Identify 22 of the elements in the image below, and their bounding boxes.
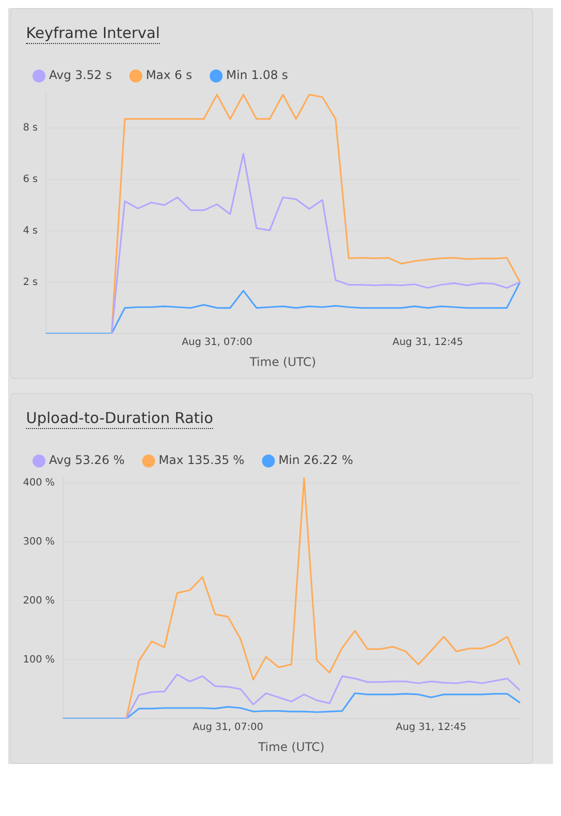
y-tick-label: 300 % [22, 536, 55, 548]
y-tick-label: 200 % [22, 595, 55, 606]
legend-label: Avg 53.26 % [49, 453, 125, 468]
y-tick-label: 4 s [22, 225, 38, 236]
x-tick-label: Aug 31, 07:00 [192, 722, 264, 734]
y-tick-label: 400 % [22, 477, 55, 488]
legend-label: Min 1.08 s [226, 68, 288, 82]
chart-title: Upload-to-Duration Ratio [26, 409, 214, 429]
y-tick-label: 8 s [22, 122, 38, 134]
x-tick-label: Aug 31, 12:45 [392, 337, 464, 348]
x-tick-label: Aug 31, 07:00 [182, 337, 252, 348]
chart-title: Keyframe Interval [26, 24, 160, 44]
y-tick-label: 6 s [22, 174, 38, 185]
y-tick-label: 100 % [22, 654, 55, 666]
legend-label: Avg 3.52 s [49, 68, 112, 82]
x-axis-title: Time (UTC) [248, 354, 316, 369]
legend-label: Min 26.22 % [278, 453, 354, 468]
x-axis-title: Time (UTC) [257, 740, 325, 754]
legend-label: Max 6 s [146, 68, 192, 82]
x-tick-label: Aug 31, 12:45 [396, 722, 466, 734]
legend-label: Max 135.35 % [158, 453, 244, 468]
y-tick-label: 2 s [22, 276, 38, 288]
